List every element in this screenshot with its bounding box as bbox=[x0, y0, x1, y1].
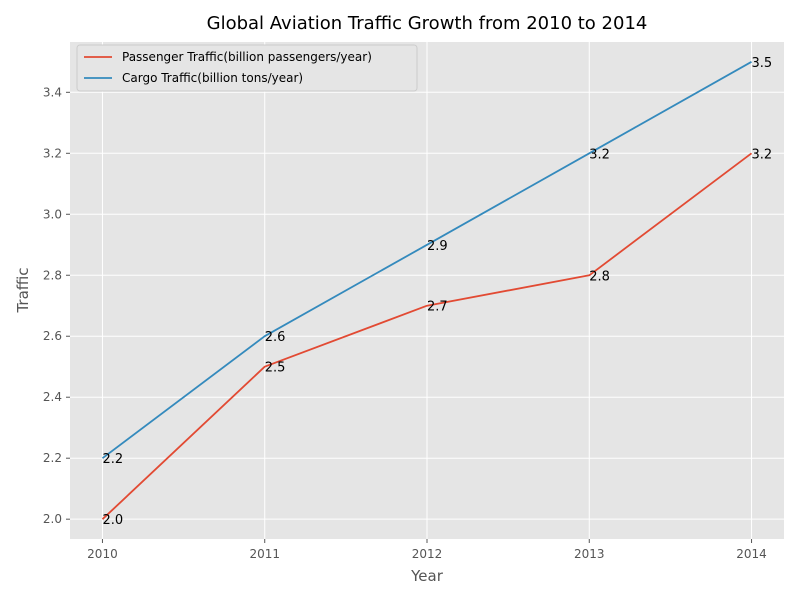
y-tick-label: 3.0 bbox=[43, 207, 62, 221]
data-labels: 2.0 2.5 2.7 2.8 3.2 2.2 2.6 2.9 3.2 3.5 bbox=[102, 56, 772, 528]
y-tick-label: 2.2 bbox=[43, 451, 62, 465]
data-label: 3.2 bbox=[752, 147, 773, 162]
data-label: 3.5 bbox=[752, 56, 773, 71]
y-axis-ticks: 2.0 2.2 2.4 2.6 2.8 3.0 3.2 3.4 bbox=[43, 85, 70, 526]
data-label: 2.8 bbox=[589, 269, 610, 284]
grid-lines bbox=[70, 42, 784, 539]
data-label: 2.2 bbox=[102, 452, 123, 467]
data-label: 2.7 bbox=[427, 300, 448, 315]
series-lines bbox=[101, 61, 753, 520]
y-tick-label: 2.8 bbox=[43, 268, 62, 282]
x-axis-label: Year bbox=[410, 567, 444, 585]
legend-label-1: Passenger Traffic(billion passengers/yea… bbox=[122, 50, 372, 64]
data-label: 3.2 bbox=[589, 147, 610, 162]
legend-box bbox=[76, 44, 418, 92]
data-label: 2.9 bbox=[427, 239, 448, 254]
y-tick-label: 2.4 bbox=[43, 390, 62, 404]
y-tick-label: 3.2 bbox=[43, 146, 62, 160]
y-axis-label: Traffic bbox=[14, 267, 32, 313]
y-tick-label: 3.4 bbox=[43, 85, 62, 99]
legend-label-2: Cargo Traffic(billion tons/year) bbox=[122, 71, 303, 85]
data-label: 2.0 bbox=[102, 513, 123, 528]
data-label: 2.6 bbox=[265, 330, 286, 345]
data-label: 2.5 bbox=[265, 361, 286, 376]
x-axis-ticks: 2010 2011 2012 2013 2014 bbox=[87, 539, 767, 561]
y-tick-label: 2.0 bbox=[43, 512, 62, 526]
series-line-2 bbox=[101, 61, 752, 459]
x-tick-label: 2013 bbox=[574, 547, 605, 561]
x-tick-label: 2014 bbox=[736, 547, 767, 561]
x-tick-label: 2012 bbox=[412, 547, 443, 561]
series-line-1 bbox=[101, 152, 753, 520]
y-tick-label: 2.6 bbox=[43, 329, 62, 343]
x-tick-label: 2011 bbox=[249, 547, 280, 561]
chart-title: Global Aviation Traffic Growth from 2010… bbox=[207, 13, 648, 34]
legend: Passenger Traffic(billion passengers/yea… bbox=[76, 44, 418, 92]
x-tick-label: 2010 bbox=[87, 547, 118, 561]
